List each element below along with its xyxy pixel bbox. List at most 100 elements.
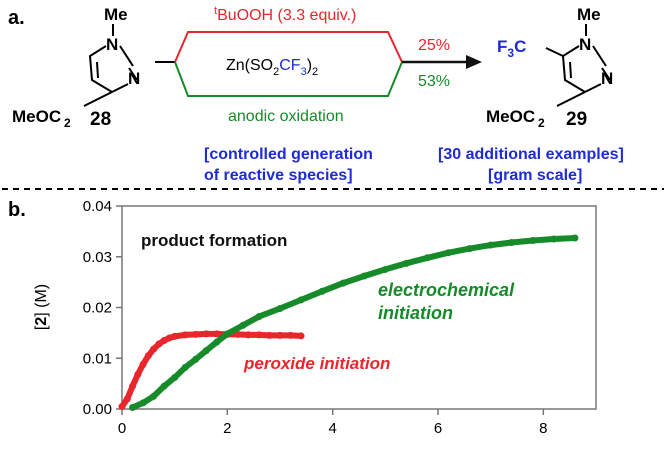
- top-yield: 25%: [418, 37, 450, 54]
- series-1-point: [160, 382, 168, 390]
- x-tick-label: 6: [434, 420, 442, 437]
- x-axis-ticks: 0 2 4 6 8: [118, 409, 548, 437]
- series-0-point: [129, 382, 137, 390]
- series-layer: [118, 234, 579, 411]
- reactant-28: Me N N MeOC 2 28: [12, 5, 140, 130]
- series-0-point: [139, 360, 147, 368]
- y-tick-label: 0.00: [83, 401, 112, 418]
- series-1-point: [318, 287, 326, 295]
- reactant-n1: N: [106, 35, 118, 54]
- series-1-point: [550, 235, 558, 243]
- series-1-point: [529, 237, 537, 245]
- reactant-methyl-label: Me: [104, 5, 128, 24]
- series-1-point: [297, 296, 305, 304]
- series-1-point: [402, 259, 410, 267]
- reactant-n3: N: [128, 69, 140, 88]
- series-1-point: [213, 338, 221, 346]
- note-left-line2: of reactive species]: [204, 167, 353, 184]
- reagent-label: Zn(SO2CF3)2: [226, 57, 318, 78]
- reactant-double-bond-c2n3: [128, 67, 138, 81]
- series-0-point: [144, 352, 152, 360]
- product-ring-bond-n1-c2: [592, 45, 607, 67]
- series-1-point: [466, 245, 474, 253]
- bottom-yield: 53%: [418, 73, 450, 90]
- x-tick-label: 8: [539, 420, 547, 437]
- annotation-peroxide: peroxide initiation: [243, 354, 390, 373]
- y-tick-label: 0.03: [83, 249, 112, 266]
- series-0-point: [181, 331, 189, 339]
- annotation-electrochemical-line2: initiation: [378, 303, 453, 323]
- y-tick-label: 0.04: [83, 198, 112, 215]
- concentration-chart: 0.00 0.01 0.02 0.03 0.04 0 2 4 6 8 [2] (M) produ…: [33, 198, 597, 437]
- series-0-point: [118, 402, 126, 410]
- series-1-point: [487, 241, 495, 249]
- series-0-point: [192, 330, 200, 338]
- series-1-point: [339, 279, 347, 287]
- series-1-point: [150, 392, 158, 400]
- series-1-point: [223, 330, 231, 338]
- bottom-condition-path: [174, 61, 403, 97]
- y-axis-label: [2] (M): [33, 284, 50, 330]
- product-cf3-bond: [545, 47, 564, 57]
- series-1-point: [139, 399, 147, 407]
- x-tick-label: 4: [328, 420, 336, 437]
- series-0-point: [276, 331, 284, 339]
- x-tick-label: 2: [223, 420, 231, 437]
- series-0-point: [202, 330, 210, 338]
- x-tick-label: 0: [118, 420, 126, 437]
- note-left-line1: [controlled generation: [204, 146, 373, 163]
- annotation-electrochemical-line1: electrochemical: [378, 280, 515, 300]
- reactant-ring-bonds: [88, 45, 113, 93]
- series-1-point: [202, 347, 210, 355]
- reactant-double-bond-c4c5: [96, 61, 99, 79]
- series-1-point: [239, 321, 247, 329]
- y-axis-ticks: 0.00 0.01 0.02 0.03 0.04: [83, 198, 122, 418]
- series-1-point: [171, 374, 179, 382]
- product-n3: N: [601, 69, 613, 88]
- top-condition-path: [174, 31, 403, 63]
- product-ring-bonds: [561, 45, 586, 93]
- product-double-bond-c4c5: [569, 61, 572, 79]
- series-1-point: [360, 272, 368, 280]
- reactant-ester-subscript: 2: [64, 116, 71, 130]
- series-0-point: [171, 332, 179, 340]
- series-1-point: [255, 313, 263, 321]
- y-tick-label: 0.02: [83, 300, 112, 317]
- product-29: Me N N F3C MeOC 2 29: [486, 5, 613, 130]
- series-0-point: [160, 336, 168, 344]
- series-1-trace: [129, 235, 578, 411]
- series-0-point: [150, 345, 158, 353]
- series-0-point: [155, 340, 163, 348]
- series-0-point: [265, 331, 273, 339]
- product-ester-subscript: 2: [538, 116, 545, 130]
- series-1-point: [571, 234, 579, 242]
- series-0-point: [234, 330, 242, 338]
- product-ester: MeOC: [486, 107, 535, 126]
- top-condition-label: tBuOOH (3.3 equiv.): [214, 5, 356, 24]
- series-0-point: [134, 370, 142, 378]
- y-tick-label: 0.01: [83, 350, 112, 367]
- note-right-line2: [gram scale]: [488, 167, 582, 184]
- panel-a-label: a.: [8, 7, 25, 29]
- product-double-bond-c2n3: [601, 67, 611, 81]
- product-n1: N: [579, 35, 591, 54]
- product-ring-bond-c4-n3: [584, 83, 602, 93]
- series-0-point: [123, 395, 131, 403]
- product-number: 29: [566, 109, 587, 130]
- series-1-point: [276, 305, 284, 313]
- annotation-product-formation: product formation: [141, 231, 287, 250]
- reaction-arrow-head: [466, 55, 482, 69]
- reactant-ring-bond-n1-c2: [119, 45, 134, 67]
- reactant-number: 28: [90, 109, 111, 130]
- product-methyl-label: Me: [577, 5, 601, 24]
- series-0-point: [165, 334, 173, 342]
- series-1-point: [381, 265, 389, 273]
- series-0-point: [297, 332, 305, 340]
- series-1-point: [423, 254, 431, 262]
- series-0-point: [244, 331, 252, 339]
- reactant-ring-bond-c4-n3: [111, 83, 129, 93]
- panel-b-label: b.: [8, 199, 26, 221]
- series-1-point: [181, 363, 189, 371]
- series-0-point: [213, 330, 221, 338]
- series-1-point: [129, 403, 137, 411]
